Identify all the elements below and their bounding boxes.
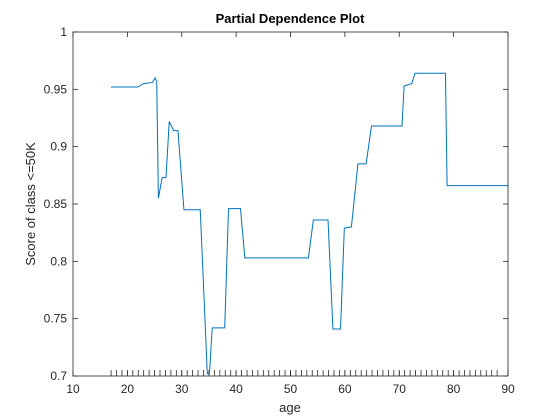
y-tick-label: 0.7 bbox=[50, 369, 67, 383]
series-line bbox=[111, 72, 508, 375]
x-tick-label: 80 bbox=[447, 382, 461, 396]
y-tick-label: 1 bbox=[60, 25, 67, 39]
x-tick-label: 40 bbox=[229, 382, 243, 396]
y-tick-label: 0.95 bbox=[44, 82, 68, 96]
y-tick-label: 0.8 bbox=[50, 254, 67, 268]
plot-area bbox=[73, 32, 508, 376]
x-tick-label: 10 bbox=[66, 382, 80, 396]
axes-box bbox=[72, 31, 509, 377]
chart-title: Partial Dependence Plot bbox=[216, 11, 365, 26]
x-tick-label: 30 bbox=[175, 382, 189, 396]
x-tick-label: 50 bbox=[284, 382, 298, 396]
tick-labels: 10 20 30 40 50 60 70 80 90 0.7 0.75 0.8 0.85 0.9 0.95 1 bbox=[44, 25, 515, 396]
y-tick-label: 0.85 bbox=[44, 197, 68, 211]
y-tick-label: 0.9 bbox=[50, 140, 67, 154]
x-axis-label: age bbox=[279, 400, 301, 415]
x-tick-label: 60 bbox=[338, 382, 352, 396]
y-axis-label: Score of class <=50K bbox=[23, 142, 38, 266]
x-tick-label: 90 bbox=[501, 382, 515, 396]
y-tick-label: 0.75 bbox=[44, 312, 68, 326]
x-tick-label: 70 bbox=[393, 382, 407, 396]
x-tick-label: 20 bbox=[121, 382, 135, 396]
